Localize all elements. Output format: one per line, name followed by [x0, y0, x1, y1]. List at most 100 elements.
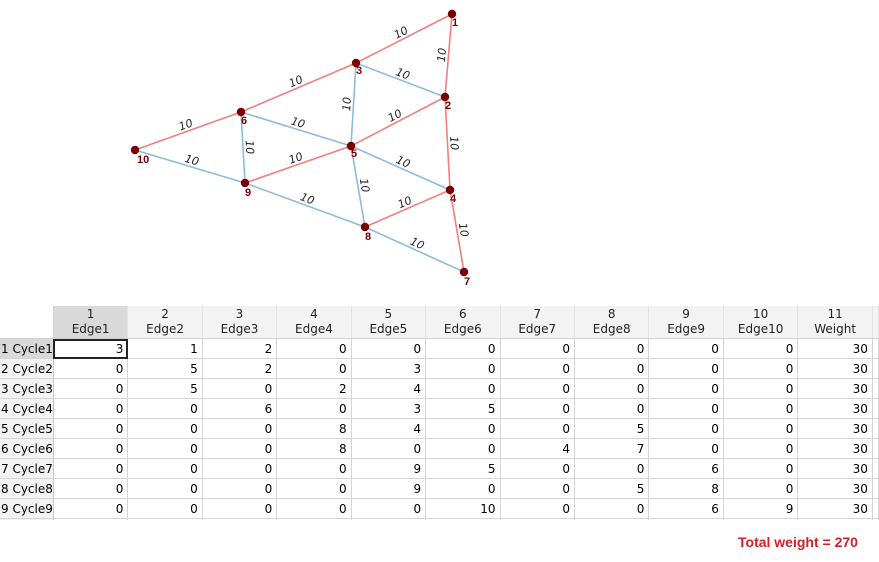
table-cell[interactable]: 0: [500, 358, 575, 379]
table-cell[interactable]: 0: [202, 418, 278, 439]
table-cell[interactable]: 5: [574, 418, 650, 439]
table-cell[interactable]: 0: [574, 338, 650, 359]
table-cell[interactable]: 0: [53, 498, 129, 519]
table-cell[interactable]: 0: [276, 338, 352, 359]
column-header[interactable]: 3 Edge3: [202, 306, 278, 339]
table-cell[interactable]: 0: [53, 458, 129, 479]
table-cell[interactable]: 6: [648, 458, 724, 479]
table-cell[interactable]: 0: [574, 358, 650, 379]
row-header[interactable]: 9 Cycle9: [0, 498, 54, 519]
table-cell[interactable]: 0: [53, 398, 129, 419]
table-cell[interactable]: 0: [202, 378, 278, 399]
table-cell[interactable]: 0: [202, 438, 278, 459]
table-cell[interactable]: 0: [574, 498, 650, 519]
table-cell[interactable]: 8: [648, 478, 724, 499]
table-cell[interactable]: 0: [53, 478, 129, 499]
table-cell[interactable]: 30: [797, 398, 873, 419]
table-cell[interactable]: 10: [425, 498, 501, 519]
table-cell[interactable]: 0: [127, 418, 203, 439]
column-header[interactable]: 7 Edge7: [500, 306, 575, 339]
table-cell[interactable]: 0: [723, 458, 799, 479]
table-cell[interactable]: 0: [202, 478, 278, 499]
table-cell[interactable]: 30: [797, 438, 873, 459]
table-cell[interactable]: 5: [574, 478, 650, 499]
table-cell[interactable]: 30: [797, 338, 873, 359]
table-cell[interactable]: 5: [425, 458, 501, 479]
table-cell[interactable]: 4: [351, 418, 427, 439]
table-cell[interactable]: 8: [276, 438, 352, 459]
column-header[interactable]: 9 Edge9: [648, 306, 724, 339]
table-cell[interactable]: 0: [351, 438, 427, 459]
column-header[interactable]: 5 Edge5: [351, 306, 427, 339]
table-cell[interactable]: 0: [425, 418, 501, 439]
table-cell[interactable]: 8: [276, 418, 352, 439]
table-cell[interactable]: 0: [276, 478, 352, 499]
table-cell[interactable]: 0: [723, 378, 799, 399]
grid-corner[interactable]: [0, 306, 54, 339]
table-cell[interactable]: 0: [723, 438, 799, 459]
table-cell[interactable]: 0: [574, 378, 650, 399]
table-cell[interactable]: 0: [500, 418, 575, 439]
table-cell[interactable]: 0: [53, 358, 129, 379]
table-cell[interactable]: 0: [648, 398, 724, 419]
table-cell[interactable]: 0: [202, 458, 278, 479]
row-header[interactable]: 6 Cycle6: [0, 438, 54, 459]
row-header[interactable]: 1 Cycle1: [0, 338, 54, 359]
table-cell[interactable]: 30: [797, 378, 873, 399]
table-cell[interactable]: 0: [276, 498, 352, 519]
table-cell[interactable]: 0: [351, 498, 427, 519]
table-cell[interactable]: 0: [500, 498, 575, 519]
table-cell[interactable]: 0: [276, 398, 352, 419]
table-cell[interactable]: 0: [425, 438, 501, 459]
table-cell[interactable]: 5: [127, 378, 203, 399]
column-header[interactable]: 2 Edge2: [127, 306, 203, 339]
table-cell[interactable]: 0: [425, 478, 501, 499]
column-header[interactable]: 6 Edge6: [425, 306, 501, 339]
table-cell[interactable]: 0: [648, 378, 724, 399]
table-cell[interactable]: 2: [202, 358, 278, 379]
column-header[interactable]: 10 Edge10: [723, 306, 799, 339]
table-cell[interactable]: 5: [425, 398, 501, 419]
table-cell[interactable]: 3: [53, 338, 129, 359]
table-cell[interactable]: 0: [648, 358, 724, 379]
table-cell[interactable]: 0: [127, 398, 203, 419]
table-cell[interactable]: 0: [574, 398, 650, 419]
table-cell[interactable]: 0: [53, 378, 129, 399]
table-cell[interactable]: 0: [276, 458, 352, 479]
table-cell[interactable]: 0: [276, 358, 352, 379]
table-cell[interactable]: 0: [723, 478, 799, 499]
table-cell[interactable]: 0: [351, 338, 427, 359]
table-cell[interactable]: 9: [351, 478, 427, 499]
table-cell[interactable]: 0: [127, 498, 203, 519]
table-cell[interactable]: 30: [797, 478, 873, 499]
column-header[interactable]: 4 Edge4: [276, 306, 352, 339]
table-cell[interactable]: 4: [500, 438, 575, 459]
table-cell[interactable]: 5: [127, 358, 203, 379]
table-cell[interactable]: 30: [797, 458, 873, 479]
column-header[interactable]: 11 Weight: [797, 306, 873, 339]
row-header[interactable]: 3 Cycle3: [0, 378, 54, 399]
row-header[interactable]: 4 Cycle4: [0, 398, 54, 419]
table-cell[interactable]: 0: [648, 338, 724, 359]
table-cell[interactable]: 0: [500, 338, 575, 359]
row-header[interactable]: 2 Cycle2: [0, 358, 54, 379]
column-header[interactable]: 8 Edge8: [574, 306, 650, 339]
row-header[interactable]: 8 Cycle8: [0, 478, 54, 499]
table-cell[interactable]: 0: [202, 498, 278, 519]
table-cell[interactable]: 0: [425, 338, 501, 359]
table-cell[interactable]: 1: [127, 338, 203, 359]
table-cell[interactable]: 0: [648, 438, 724, 459]
table-cell[interactable]: 0: [500, 458, 575, 479]
table-cell[interactable]: 0: [723, 358, 799, 379]
table-cell[interactable]: 9: [723, 498, 799, 519]
table-cell[interactable]: 4: [351, 378, 427, 399]
table-cell[interactable]: 0: [574, 458, 650, 479]
table-cell[interactable]: 0: [500, 398, 575, 419]
table-cell[interactable]: 0: [127, 438, 203, 459]
table-cell[interactable]: 0: [425, 378, 501, 399]
table-cell[interactable]: 2: [202, 338, 278, 359]
table-cell[interactable]: 30: [797, 418, 873, 439]
table-cell[interactable]: 0: [53, 418, 129, 439]
row-header[interactable]: 5 Cycle5: [0, 418, 54, 439]
table-cell[interactable]: 0: [425, 358, 501, 379]
